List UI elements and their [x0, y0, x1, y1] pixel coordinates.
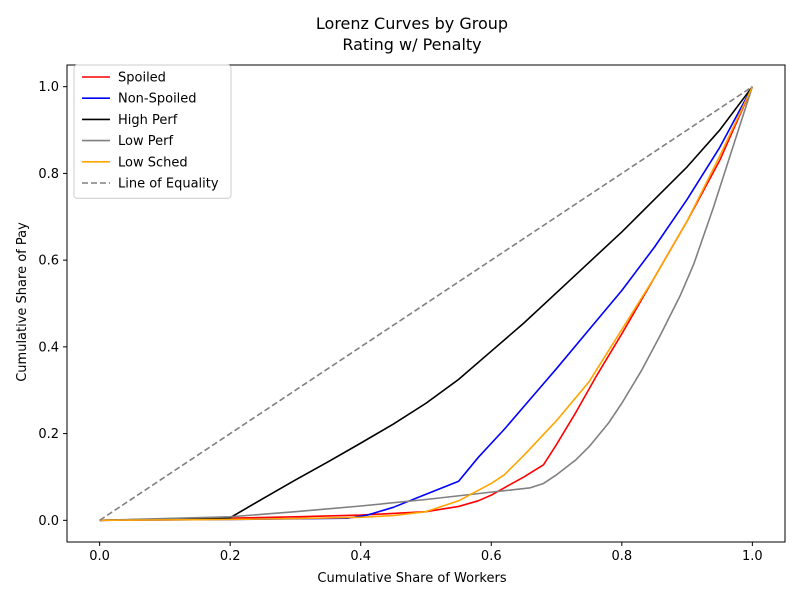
- x-axis-title: Cumulative Share of Workers: [317, 571, 506, 586]
- legend-label-low-sched: Low Sched: [118, 155, 188, 170]
- x-tick-label: 0.4: [350, 549, 371, 564]
- x-tick-label: 1.0: [742, 549, 763, 564]
- axes-frame: [66, 64, 786, 543]
- plot-area: 0.0 0.2 0.4 0.6 0.8 1.0 0.0 0.2 0.4 0.6 0.8 1.0: [38, 64, 786, 564]
- legend-label-spoiled: Spoiled: [118, 71, 166, 86]
- legend-label-low-perf: Low Perf: [118, 134, 173, 149]
- y-tick-label: 0.4: [38, 340, 59, 355]
- legend: Spoiled Non-Spoiled High Perf Low Perf Low S…: [73, 64, 232, 199]
- x-tick-label: 0.8: [611, 549, 632, 564]
- chart-subtitle: Rating w/ Penalty: [342, 35, 481, 54]
- chart-title: Lorenz Curves by Group: [316, 14, 508, 33]
- x-tick-label: 0.0: [89, 549, 110, 564]
- y-tick-label: 1.0: [38, 80, 59, 95]
- series-line-low-perf: [99, 86, 754, 522]
- series-line-high-perf: [99, 86, 753, 522]
- x-tick-label: 0.2: [220, 549, 241, 564]
- series-line-non-spoiled: [99, 86, 754, 522]
- legend-label-high-perf: High Perf: [118, 113, 178, 128]
- legend-label-line-of-equality: Line of Equality: [118, 177, 219, 192]
- series-line-low-sched: [99, 86, 754, 522]
- legend-label-non-spoiled: Non-Spoiled: [118, 92, 197, 107]
- y-tick-label: 0.8: [38, 167, 59, 182]
- series-line-line-of-equality: [99, 86, 753, 521]
- y-tick-label: 0.6: [38, 254, 59, 269]
- legend-box: [73, 64, 232, 199]
- y-tick-label: 0.2: [38, 427, 59, 442]
- x-tick-label: 0.6: [481, 549, 502, 564]
- y-axis-title: Cumulative Share of Pay: [15, 222, 30, 382]
- y-tick-label: 0.0: [38, 514, 59, 529]
